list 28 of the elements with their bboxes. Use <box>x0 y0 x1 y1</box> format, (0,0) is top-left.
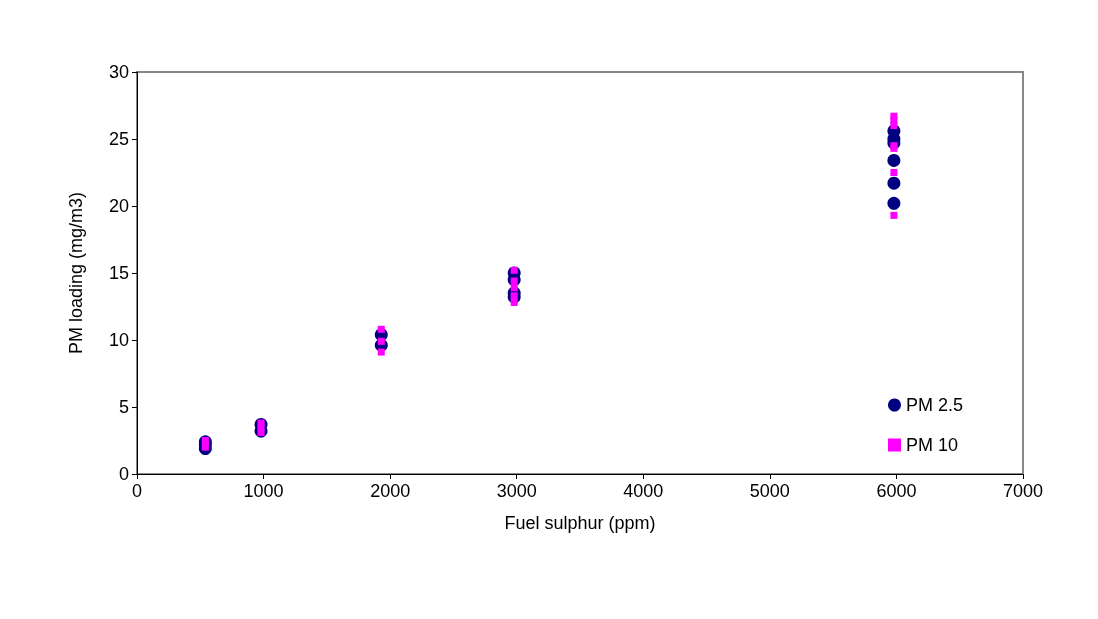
point <box>887 176 901 190</box>
point <box>377 325 385 333</box>
x-axis-title: Fuel sulphur (ppm) <box>504 513 656 533</box>
x-tick-label: 5000 <box>749 481 790 501</box>
point <box>377 337 385 345</box>
legend-label: PM 10 <box>905 435 959 455</box>
y-tick-label: 5 <box>118 397 129 417</box>
point <box>890 169 898 176</box>
point <box>887 153 901 167</box>
x-tick-label: 4000 <box>623 481 664 501</box>
x-tick-label: 7000 <box>1002 481 1044 501</box>
x-tick-label: 2000 <box>370 481 411 501</box>
point <box>890 211 898 219</box>
y-tick-label: 20 <box>108 196 129 216</box>
x-tick-label: 1000 <box>243 481 284 501</box>
y-tick-label: 0 <box>118 464 129 484</box>
x-tick-label: 0 <box>131 481 143 501</box>
legend-label: PM 2.5 <box>905 395 964 415</box>
point <box>887 196 901 210</box>
y-tick-label: 15 <box>108 263 129 283</box>
y-axis-title: PM loading (mg/m3) <box>66 191 86 355</box>
x-tick-label: 6000 <box>876 481 917 501</box>
y-tick-label: 30 <box>108 62 129 82</box>
point <box>377 348 385 356</box>
x-tick-label: 3000 <box>496 481 537 501</box>
point <box>890 112 898 120</box>
y-tick-label: 25 <box>108 129 129 149</box>
y-tick-label: 10 <box>108 330 129 350</box>
